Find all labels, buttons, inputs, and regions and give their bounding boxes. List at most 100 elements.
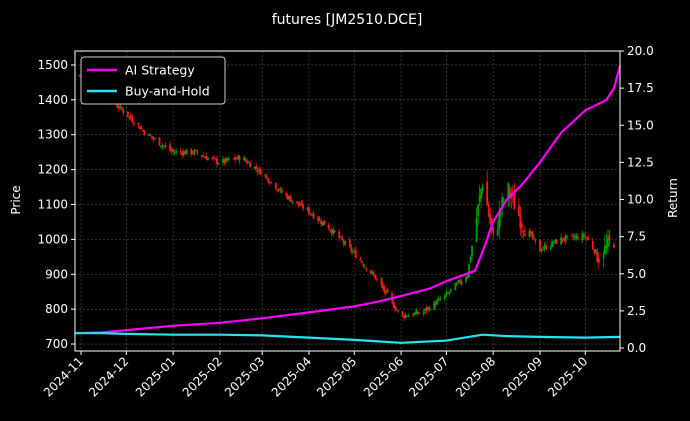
candle-body	[460, 281, 463, 285]
return-tick-label: 2.5	[627, 304, 646, 318]
candle-body	[256, 170, 259, 172]
candle-body	[288, 196, 291, 199]
return-tick-label: 10.0	[627, 193, 654, 207]
candle-body	[434, 302, 437, 306]
candle-body	[206, 157, 209, 161]
candle-body	[350, 246, 353, 252]
candle-body	[433, 301, 436, 310]
candle-body	[575, 235, 578, 238]
candle-body	[354, 250, 357, 258]
return-tick-label: 0.0	[627, 341, 646, 355]
candle-body	[404, 315, 407, 318]
candle-body	[531, 231, 534, 238]
candle-body	[265, 176, 268, 178]
candle-body	[487, 204, 490, 216]
candle-body	[415, 310, 418, 315]
candle-body	[478, 195, 481, 203]
candle-body	[459, 280, 461, 284]
candle-body	[243, 157, 245, 161]
candle-body	[169, 144, 172, 151]
candle-body	[203, 157, 206, 159]
date-tick-label: 2024-11	[41, 354, 86, 399]
date-tick-label: 2024-12	[86, 354, 131, 399]
candle-body	[496, 228, 499, 236]
candle-body	[191, 152, 194, 154]
candle-body	[564, 235, 567, 242]
candle-body	[585, 237, 588, 239]
candle-body	[205, 156, 208, 160]
candle-body	[122, 109, 125, 113]
candle-body	[481, 185, 484, 191]
candle-body	[160, 145, 162, 147]
candle-body	[286, 195, 289, 200]
candle-body	[217, 163, 220, 165]
candle-body	[297, 201, 300, 205]
candle-body	[523, 234, 526, 236]
plot-frame	[74, 50, 621, 352]
candle-body	[193, 150, 196, 155]
candle-body	[360, 261, 363, 263]
candle-body	[226, 158, 229, 161]
candle-body	[332, 229, 335, 235]
candle-body	[285, 192, 288, 196]
candle-body	[320, 220, 322, 224]
candle-body	[456, 282, 458, 285]
candle-body	[443, 294, 446, 300]
candle-body	[211, 157, 214, 159]
date-tick-label: 2025-10	[545, 354, 590, 399]
price-tick-label: 1400	[37, 93, 68, 107]
candle-body	[373, 273, 375, 276]
date-tick-label: 2025-04	[269, 354, 314, 399]
date-tick-label: 2025-06	[361, 354, 406, 399]
return-axis: 0.0 2.5 5.0 7.5 10.0 12.5 15.0 17.5 20.0	[620, 44, 654, 355]
price-tick-label: 1000	[37, 232, 68, 246]
price-tick-label: 1500	[37, 58, 68, 72]
candle-body	[566, 235, 569, 237]
candle-body	[212, 156, 215, 158]
candle-body	[329, 229, 332, 231]
candle-body	[267, 177, 270, 183]
candle-body	[492, 227, 495, 234]
candle-body	[530, 231, 532, 233]
candle-body	[406, 316, 409, 318]
candle-body	[370, 269, 372, 274]
candle-body	[276, 189, 279, 191]
return-tick-label: 7.5	[627, 230, 646, 244]
candle-body	[427, 307, 430, 310]
candle-body	[151, 136, 153, 138]
candle-body	[154, 138, 156, 140]
candle-body	[311, 214, 313, 216]
candle-body	[582, 233, 585, 237]
candle-body	[401, 311, 404, 315]
candle-body	[351, 251, 354, 253]
buy-and-hold-line	[75, 332, 621, 344]
candle-body	[594, 249, 597, 254]
candle-body	[255, 166, 258, 170]
price-tick-label: 1300	[37, 128, 68, 142]
candle-body	[143, 130, 146, 135]
candle-body	[291, 200, 294, 203]
candle-body	[225, 158, 227, 163]
candle-body	[277, 189, 280, 191]
candle-body	[486, 181, 489, 206]
candle-body	[465, 277, 467, 282]
candle-body	[258, 168, 261, 172]
candle-body	[129, 115, 132, 119]
candle-body	[418, 312, 421, 314]
candle-body	[117, 106, 120, 109]
candle-body	[140, 128, 143, 130]
grid-layer	[75, 51, 620, 351]
candle-body	[519, 214, 522, 228]
candle-body	[549, 246, 552, 250]
candle-body	[576, 236, 579, 240]
candle-body	[299, 204, 301, 206]
candle-body	[253, 166, 256, 169]
candle-body	[437, 298, 440, 301]
candle-body	[158, 137, 161, 146]
candle-body	[385, 290, 387, 294]
candle-body	[439, 299, 442, 301]
candle-body	[542, 249, 544, 251]
candle-body	[489, 214, 492, 223]
candle-body	[545, 244, 547, 250]
candle-body	[376, 278, 378, 280]
